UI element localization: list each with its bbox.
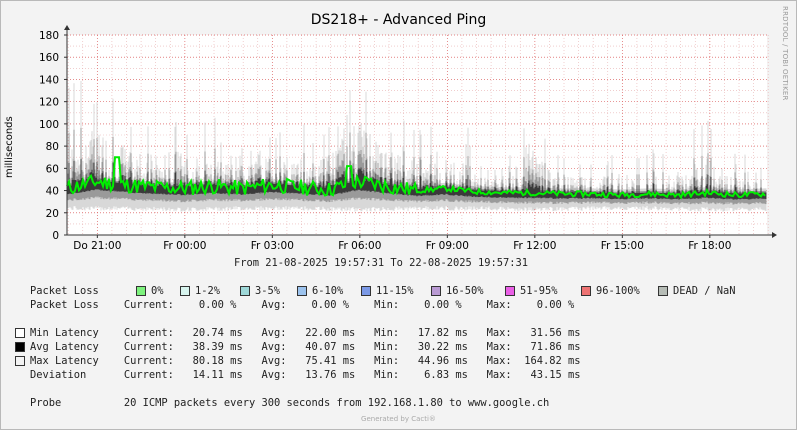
loss-swatch-7 <box>581 286 591 296</box>
x-tick-label: Fr 03:00 <box>251 240 294 252</box>
rrdtool-watermark: RRDTOOL / TOBI OETIKER <box>781 6 789 101</box>
ping-chart: 0 20 40 60 80 100 120 140 160 180 Do 21:00 Fr 00:00… <box>39 25 777 252</box>
time-range: From 21-08-2025 19:57:31 To 22-08-2025 1… <box>234 257 529 269</box>
loss-label-2: 3-5% <box>255 285 281 297</box>
x-tick-label: Fr 06:00 <box>338 240 381 252</box>
generated-by: Generated by Cacti® <box>361 415 436 423</box>
y-tick-label: 120 <box>39 97 59 109</box>
x-axis-arrow <box>772 232 777 238</box>
y-tick-label: 180 <box>39 30 59 42</box>
max-latency-swatch <box>15 356 25 366</box>
deviation-stats: Deviation Current: 14.11 ms Avg: 13.76 m… <box>30 369 581 381</box>
x-tick-label: Fr 12:00 <box>513 240 556 252</box>
loss-label-4: 11-15% <box>376 285 414 297</box>
y-tick-label: 160 <box>39 52 59 64</box>
avg-latency-stats: Avg Latency Current: 38.39 ms Avg: 40.07… <box>30 341 581 353</box>
loss-swatch-8 <box>658 286 668 296</box>
x-tick-label: Fr 09:00 <box>426 240 469 252</box>
loss-swatch-4 <box>361 286 371 296</box>
y-tick-label: 40 <box>46 186 59 198</box>
x-tick-label: Fr 00:00 <box>163 240 206 252</box>
y-tick-label: 0 <box>52 230 59 242</box>
loss-swatch-1 <box>180 286 190 296</box>
loss-label-3: 6-10% <box>312 285 344 297</box>
min-latency-stats: Min Latency Current: 20.74 ms Avg: 22.00… <box>30 327 581 339</box>
y-axis-arrow <box>64 25 70 30</box>
y-tick-label: 140 <box>39 74 59 86</box>
x-tick-label: Do 21:00 <box>73 240 121 252</box>
loss-label-0: 0% <box>151 285 164 297</box>
y-tick-label: 80 <box>46 141 59 153</box>
loss-label-5: 16-50% <box>446 285 484 297</box>
loss-swatch-2 <box>240 286 250 296</box>
max-latency-stats: Max Latency Current: 80.18 ms Avg: 75.41… <box>30 355 581 367</box>
packet-loss-heading: Packet Loss <box>30 285 99 297</box>
y-tick-label: 60 <box>46 163 59 175</box>
avg-latency-line <box>66 156 766 200</box>
avg-latency-swatch <box>15 342 25 352</box>
loss-swatch-0 <box>136 286 146 296</box>
x-tick-label: Fr 18:00 <box>688 240 731 252</box>
x-tick-label: Fr 15:00 <box>601 240 644 252</box>
probe-info: Probe 20 ICMP packets every 300 seconds … <box>30 397 550 409</box>
loss-label-6: 51-95% <box>520 285 558 297</box>
min-latency-swatch <box>15 328 25 338</box>
loss-swatch-3 <box>297 286 307 296</box>
chart-title: DS218+ - Advanced Ping <box>310 12 487 28</box>
loss-swatch-5 <box>431 286 441 296</box>
loss-label-7: 96-100% <box>596 285 640 297</box>
loss-swatch-6 <box>505 286 515 296</box>
packet-loss-stats: Packet Loss Current: 0.00 % Avg: 0.00 % … <box>30 299 575 311</box>
y-tick-label: 20 <box>46 208 59 220</box>
loss-label-8: DEAD / NaN <box>673 285 736 297</box>
loss-label-1: 1-2% <box>195 285 221 297</box>
y-tick-label: 100 <box>39 119 59 131</box>
